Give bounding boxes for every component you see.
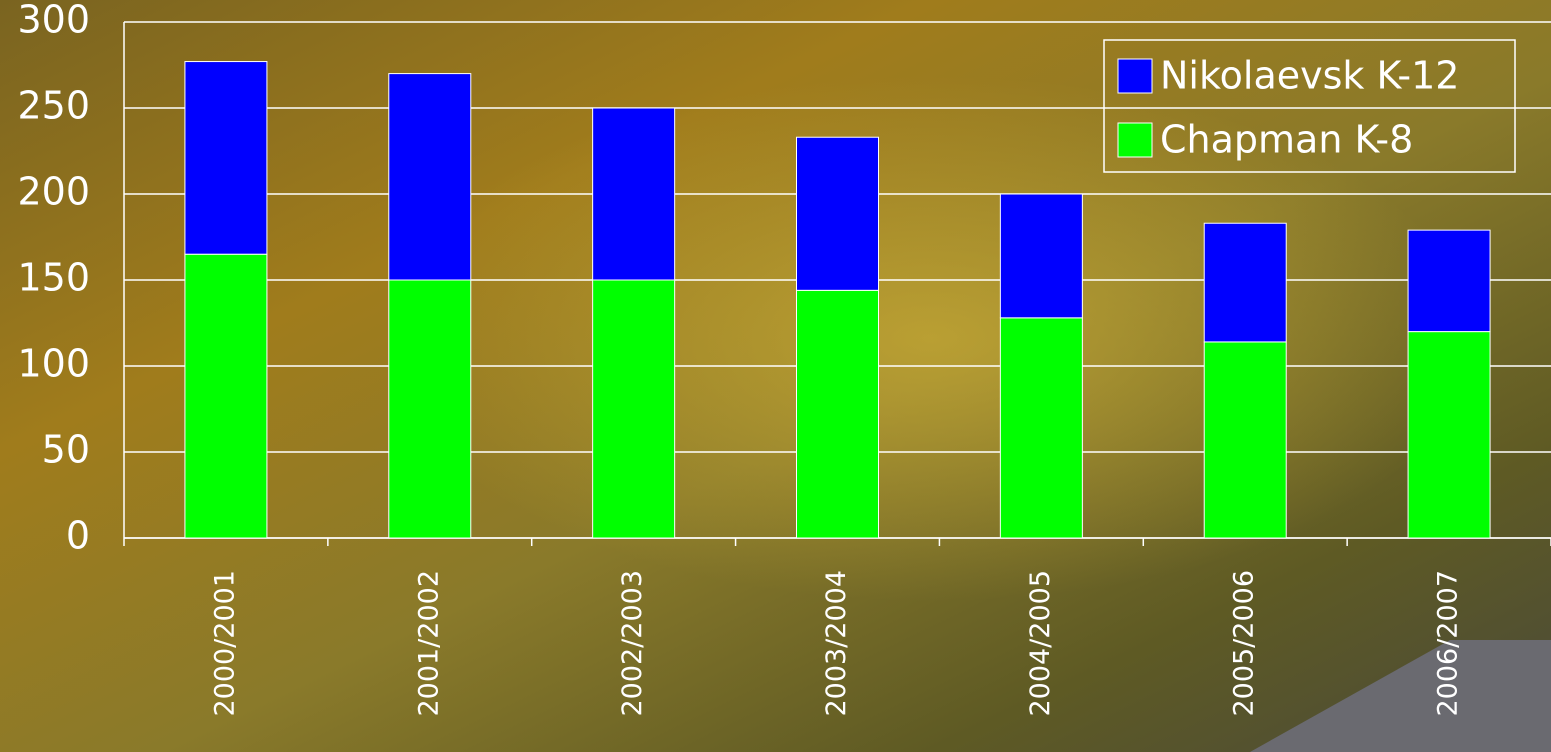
legend-box xyxy=(1103,39,1516,173)
bar-segment xyxy=(592,107,676,281)
y-tick-label: 150 xyxy=(17,256,90,300)
x-tick-label: 2003/2004 xyxy=(821,570,852,717)
y-tick-label: 50 xyxy=(42,428,90,472)
bar-segment xyxy=(592,279,676,539)
x-tick-label: 2001/2002 xyxy=(413,570,444,717)
y-tick-label: 100 xyxy=(17,342,90,386)
y-tick-label: 200 xyxy=(17,170,90,214)
y-tick-label: 0 xyxy=(66,514,90,558)
bar-segment xyxy=(388,279,472,539)
roof xyxy=(1250,640,1551,752)
bar-segment xyxy=(999,317,1083,539)
bar-segment xyxy=(184,61,268,255)
x-tick-label: 2000/2001 xyxy=(209,570,240,717)
legend-swatch xyxy=(1117,58,1153,94)
bar-segment xyxy=(1407,229,1491,333)
legend-label: Nikolaevsk K-12 xyxy=(1160,54,1459,98)
y-tick-label: 300 xyxy=(17,0,90,42)
x-tick-label: 2005/2006 xyxy=(1229,570,1260,717)
bar-segment xyxy=(999,193,1083,319)
x-tick-label: 2006/2007 xyxy=(1433,570,1464,717)
x-tick-label: 2004/2005 xyxy=(1025,570,1056,717)
bar-segment xyxy=(388,73,472,281)
bar-segment xyxy=(796,289,879,539)
bar-segment xyxy=(1407,331,1491,539)
bar-segment xyxy=(796,136,879,291)
bar-segment xyxy=(1203,341,1287,539)
legend-swatch xyxy=(1117,122,1153,158)
y-tick-label: 250 xyxy=(17,84,90,128)
legend-label: Chapman K-8 xyxy=(1160,118,1413,162)
bar-segment xyxy=(184,253,268,539)
x-tick-label: 2002/2003 xyxy=(617,570,648,717)
bar-segment xyxy=(1203,222,1287,343)
